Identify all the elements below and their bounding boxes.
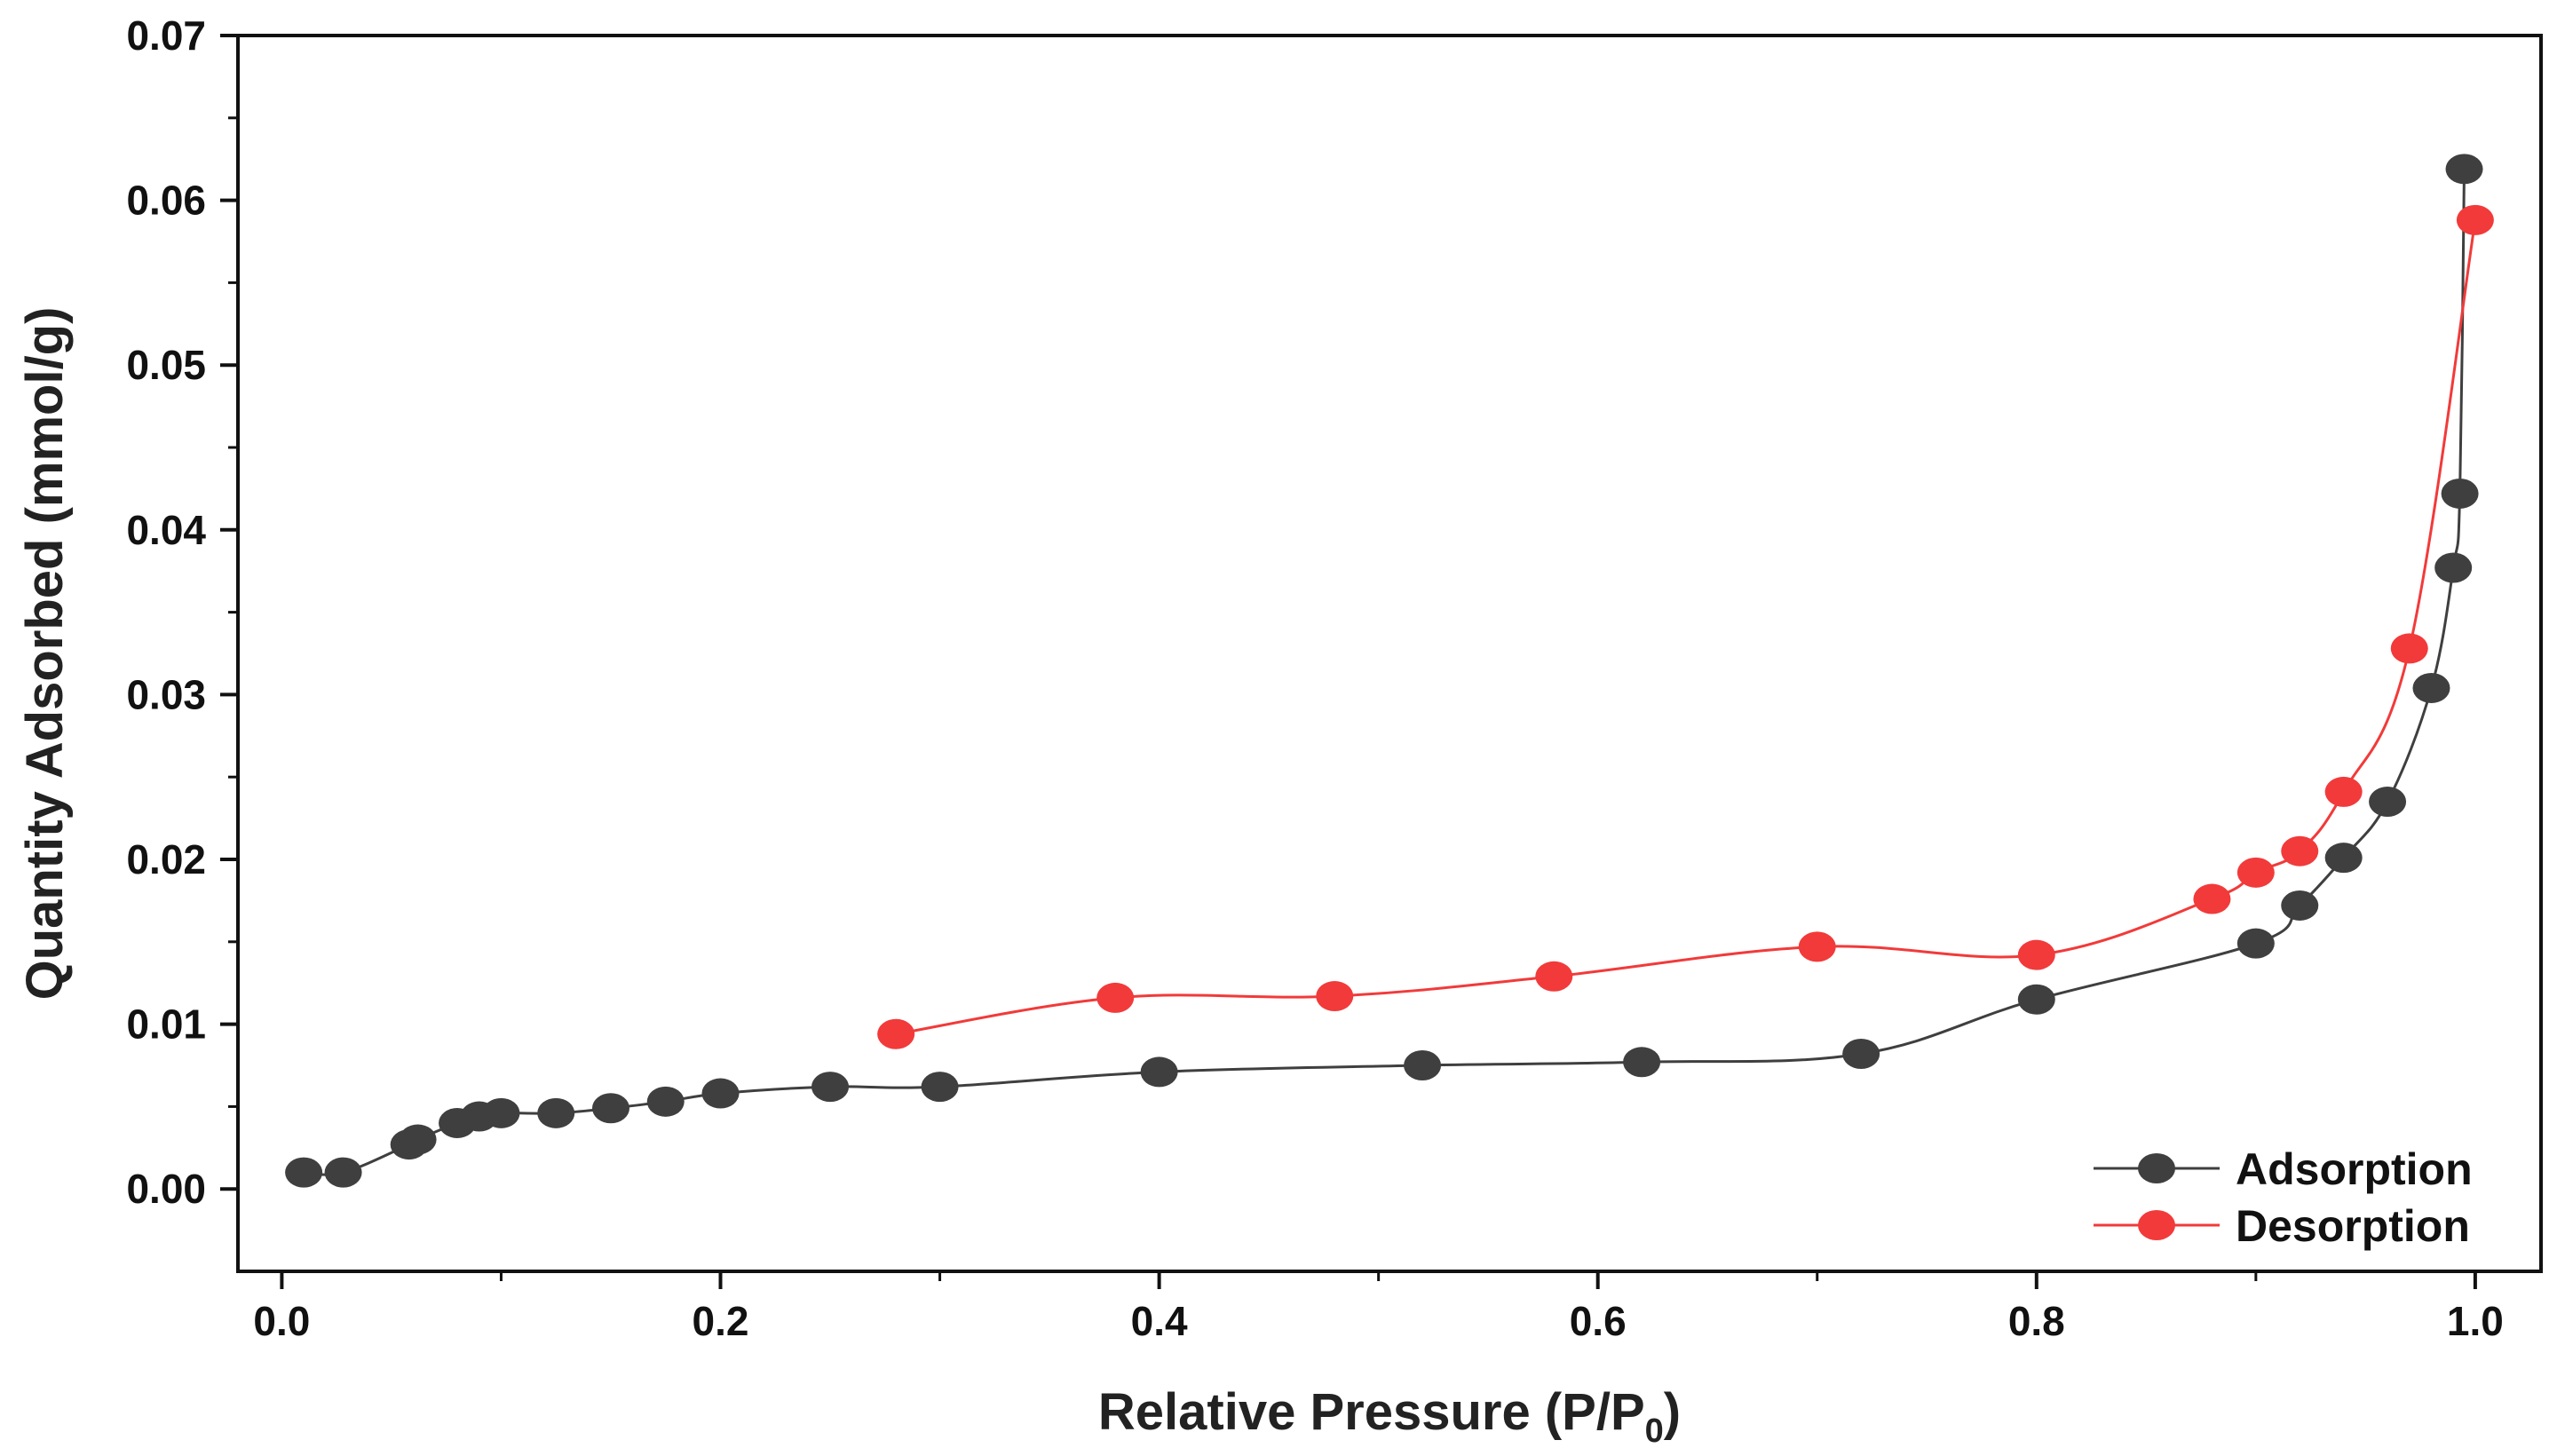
adsorption-point (324, 1157, 362, 1188)
adsorption-line (304, 169, 2466, 1176)
adsorption-point (1842, 1039, 1880, 1070)
desorption-point (1316, 981, 1354, 1012)
adsorption-point (701, 1078, 740, 1109)
desorption-point (1535, 961, 1573, 992)
adsorption-point (285, 1157, 323, 1188)
x-tick-label: 1.0 (2447, 1298, 2504, 1344)
y-tick-label: 0.02 (126, 836, 206, 882)
y-axis-title: Quantity Adsorbed (mmol/g) (16, 307, 74, 1001)
adsorption-point (646, 1086, 685, 1117)
adsorption-point (591, 1093, 629, 1124)
desorption-point (2017, 939, 2055, 970)
adsorption-point (482, 1097, 520, 1128)
x-tick-label: 0.0 (253, 1298, 310, 1344)
desorption-point (2324, 776, 2363, 807)
desorption-point (1096, 982, 1135, 1013)
x-axis-title: Relative Pressure (P/P0) (1098, 1383, 1681, 1450)
adsorption-point (2441, 478, 2479, 509)
plot-frame (236, 34, 2543, 1273)
adsorption-point (2369, 787, 2407, 818)
adsorption-point (921, 1072, 959, 1103)
adsorption-point (1623, 1047, 1661, 1078)
x-tick-label: 0.6 (1570, 1298, 1627, 1344)
x-tick-label: 0.2 (693, 1298, 749, 1344)
y-tick-label: 0.04 (126, 507, 206, 553)
adsorption-point (2017, 984, 2055, 1015)
legend-adsorption-marker (2138, 1153, 2175, 1183)
desorption-point (2281, 835, 2319, 866)
x-tick-label: 0.8 (2008, 1298, 2065, 1344)
adsorption-point (2236, 928, 2275, 959)
y-tick-label: 0.06 (126, 178, 206, 224)
legend-desorption-marker (2138, 1210, 2175, 1240)
adsorption-point (1404, 1050, 1442, 1080)
adsorption-point (2434, 552, 2473, 583)
desorption-line (895, 219, 2477, 1036)
legend-adsorption-label: Adsorption (2236, 1144, 2473, 1194)
y-tick-label: 0.07 (126, 12, 206, 59)
desorption-point (2236, 857, 2275, 888)
desorption-point (2456, 204, 2494, 235)
adsorption-point (2445, 154, 2483, 185)
adsorption-point (1140, 1056, 1178, 1088)
legend-desorption-label: Desorption (2236, 1201, 2470, 1251)
adsorption-point (2324, 843, 2363, 874)
adsorption-point (811, 1072, 850, 1103)
x-tick-label: 0.4 (1131, 1298, 1188, 1344)
desorption-point (2193, 883, 2231, 914)
adsorption-point (399, 1124, 437, 1155)
desorption-point (2390, 633, 2428, 664)
adsorption-point (2281, 890, 2319, 921)
y-tick-label: 0.03 (126, 671, 206, 717)
y-tick-label: 0.05 (126, 342, 206, 388)
adsorption-point (2412, 672, 2450, 703)
adsorption-point (537, 1097, 575, 1128)
desorption-point (1798, 931, 1836, 962)
y-tick-label: 0.00 (126, 1166, 206, 1212)
desorption-point (877, 1018, 915, 1049)
y-tick-label: 0.01 (126, 1001, 206, 1048)
